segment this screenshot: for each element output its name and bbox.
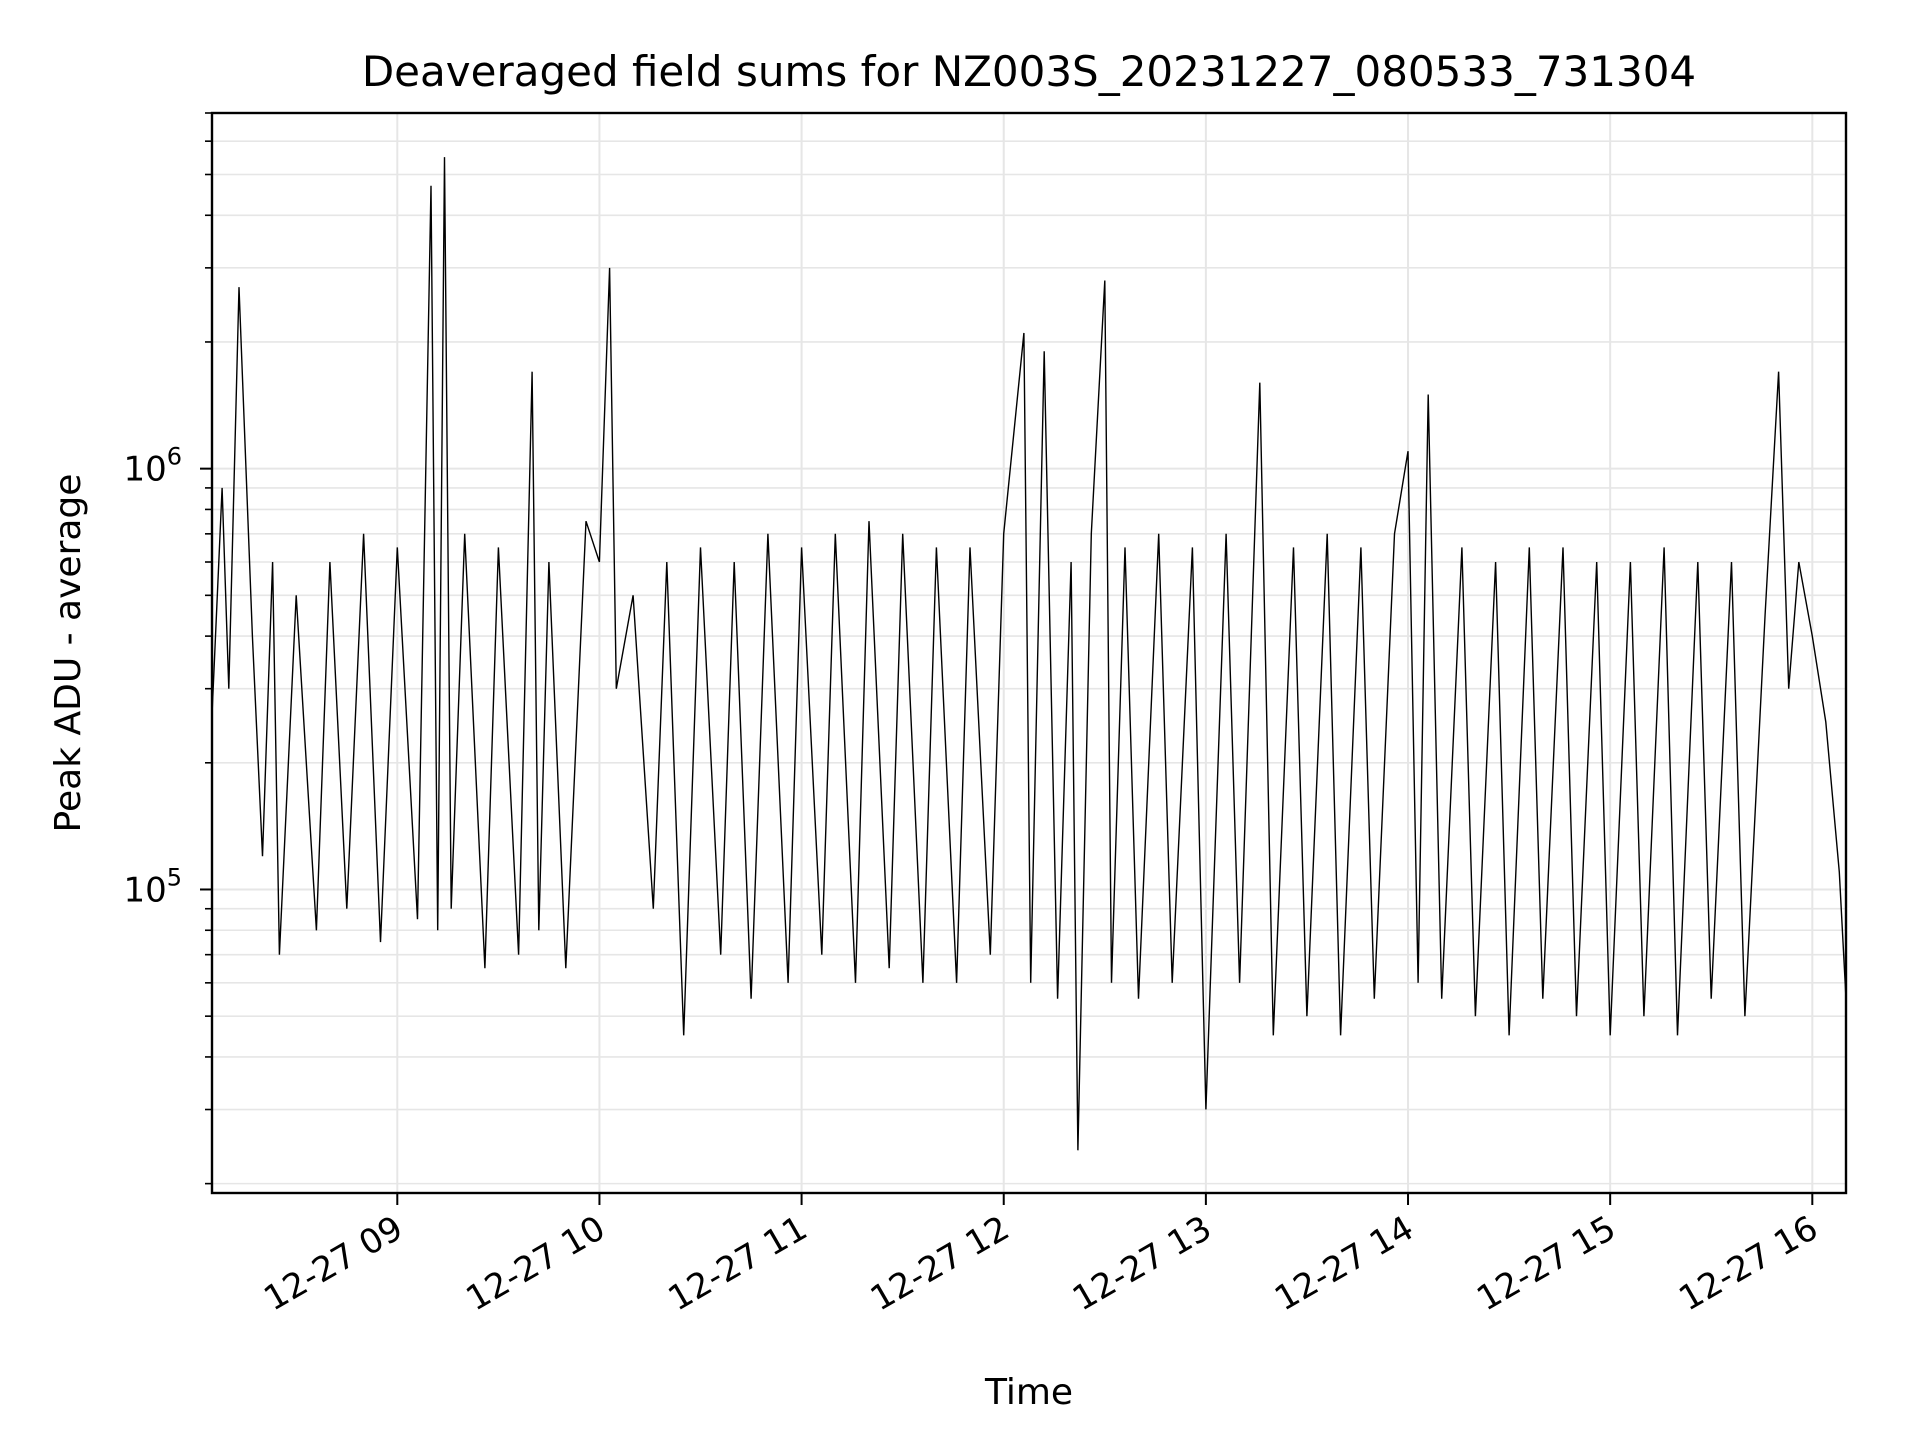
x-tick-label: 12-27 15 (1470, 1208, 1622, 1319)
gridlines (212, 112, 1846, 1193)
x-axis-label: Time (984, 1372, 1073, 1413)
chart-title: Deaveraged field sums for NZ003S_2023122… (362, 47, 1696, 96)
y-tick-label: 105 (123, 863, 182, 910)
x-tick-label: 12-27 09 (257, 1208, 409, 1319)
x-tick-label: 12-27 13 (1066, 1208, 1218, 1319)
plot-frame (210, 111, 1848, 1195)
x-axis: 12-27 09 12-27 10 12-27 11 12-27 12 12-27 13… (257, 1193, 1825, 1319)
x-tick-label: 12-27 11 (662, 1208, 814, 1319)
x-tick-label: 12-27 14 (1268, 1208, 1420, 1319)
x-tick-label: 12-27 16 (1672, 1208, 1824, 1319)
x-tick-label: 12-27 12 (864, 1208, 1016, 1319)
x-tick-label: 12-27 10 (460, 1208, 612, 1319)
series-line (211, 157, 1847, 1151)
series-layer (211, 157, 1847, 1151)
y-axis: 105 106 (123, 112, 212, 1185)
y-tick-label: 106 (123, 443, 182, 490)
y-axis-label: Peak ADU - average (48, 474, 89, 833)
